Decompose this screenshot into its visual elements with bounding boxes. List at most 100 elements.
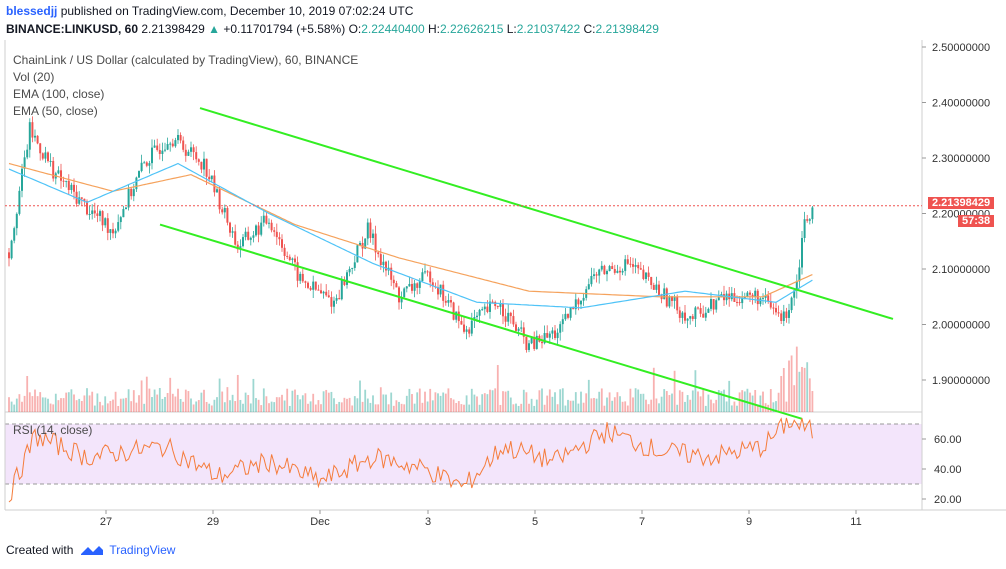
volume-bar [288, 405, 291, 412]
candle-body [746, 292, 749, 297]
volume-bar [611, 400, 614, 412]
candle-body [351, 267, 354, 269]
candle-body [348, 268, 351, 273]
candle-body [712, 299, 715, 310]
candle-body [273, 230, 276, 232]
volume-bar [265, 396, 268, 412]
volume-bar [299, 399, 302, 412]
volume-bar [18, 394, 21, 412]
volume-bar [164, 396, 166, 412]
volume-bar [275, 397, 278, 412]
candle-body [658, 284, 660, 296]
author-link[interactable]: blessedjj [6, 4, 58, 18]
up-triangle-icon: ▲ [208, 22, 220, 36]
volume-bar [31, 396, 34, 412]
volume-bar [390, 392, 393, 412]
volume-bar [733, 401, 736, 412]
candle-body [153, 145, 156, 148]
volume-bar [125, 397, 127, 412]
candle-body [18, 190, 21, 214]
candle-body [65, 180, 68, 182]
candle-body [377, 252, 380, 255]
time-tick-label: 27 [100, 516, 112, 528]
volume-bar [460, 404, 463, 412]
volume-bar [645, 399, 647, 412]
volume-bar [606, 397, 608, 412]
volume-bar [725, 401, 728, 412]
candle-body [715, 300, 718, 310]
volume-bar [392, 405, 395, 412]
volume-bar [512, 404, 515, 412]
volume-bar [78, 398, 81, 412]
chart-header: blessedjj published on TradingView.com, … [0, 0, 1006, 40]
candle-body [366, 222, 369, 239]
volume-bar [546, 395, 549, 412]
volume-bar [598, 391, 601, 412]
volume-bar [369, 402, 372, 412]
volume-bar [21, 401, 23, 412]
candle-body [647, 272, 650, 277]
volume-bar [717, 390, 720, 412]
channel-upper-line [199, 107, 894, 320]
volume-bar [551, 396, 554, 412]
volume-bar [720, 391, 723, 412]
volume-bar [119, 398, 122, 412]
volume-bar [603, 405, 606, 412]
candle-body [533, 337, 536, 349]
candle-body [642, 269, 645, 279]
volume-bar [439, 395, 442, 412]
candle-body [338, 298, 341, 300]
volume-bar [210, 405, 213, 412]
volume-bar [117, 405, 120, 412]
candle-body [255, 225, 257, 236]
volume-bar [600, 388, 603, 412]
candle-body [704, 312, 707, 318]
tradingview-brand[interactable]: TradingView [109, 543, 176, 557]
price-tick-label: 2.10000000 [932, 264, 990, 276]
candle-body [793, 290, 796, 298]
candle-body [598, 269, 601, 276]
volume-bar [304, 393, 307, 412]
candle-body [811, 207, 814, 220]
volume-bar [15, 398, 18, 412]
volume-bar [470, 388, 473, 412]
candle-body [249, 237, 252, 240]
volume-bar [655, 398, 658, 412]
volume-bar [252, 378, 255, 412]
candle-body [78, 197, 81, 204]
volume-bar [756, 404, 759, 412]
volume-bar [26, 376, 29, 412]
candle-body [200, 161, 203, 170]
close-label: C: [583, 22, 596, 36]
volume-bar [247, 395, 250, 412]
candle-body [756, 290, 759, 305]
candle-body [114, 230, 117, 234]
volume-bar [96, 393, 99, 412]
chart-canvas[interactable]: 2.500000002.400000002.300000002.20000000… [0, 40, 1006, 540]
volume-bar [221, 391, 224, 412]
candle-body [452, 302, 455, 320]
candle-body [73, 184, 75, 192]
candle-body [572, 307, 575, 310]
volume-bar [205, 401, 208, 412]
candle-body [478, 309, 481, 316]
candle-body [226, 208, 229, 223]
candle-body [242, 237, 244, 247]
volume-bar [642, 393, 645, 412]
volume-bar [689, 399, 692, 412]
volume-bar [377, 404, 380, 412]
candle-body [468, 329, 471, 334]
candle-body [569, 307, 572, 318]
volume-bar [429, 388, 432, 412]
volume-bar [44, 397, 47, 412]
candle-body [236, 244, 239, 250]
volume-bar [782, 368, 785, 412]
candle-body [486, 306, 489, 312]
volume-bar [801, 366, 803, 412]
volume-bar [231, 394, 234, 412]
symbol-line: BINANCE:LINKUSD, 60 2.21398429 ▲ +0.1170… [6, 22, 659, 36]
volume-bar [678, 390, 681, 412]
volume-bar [710, 399, 712, 412]
volume-bar [138, 395, 140, 412]
price-tick-label: 2.50000000 [932, 42, 990, 54]
